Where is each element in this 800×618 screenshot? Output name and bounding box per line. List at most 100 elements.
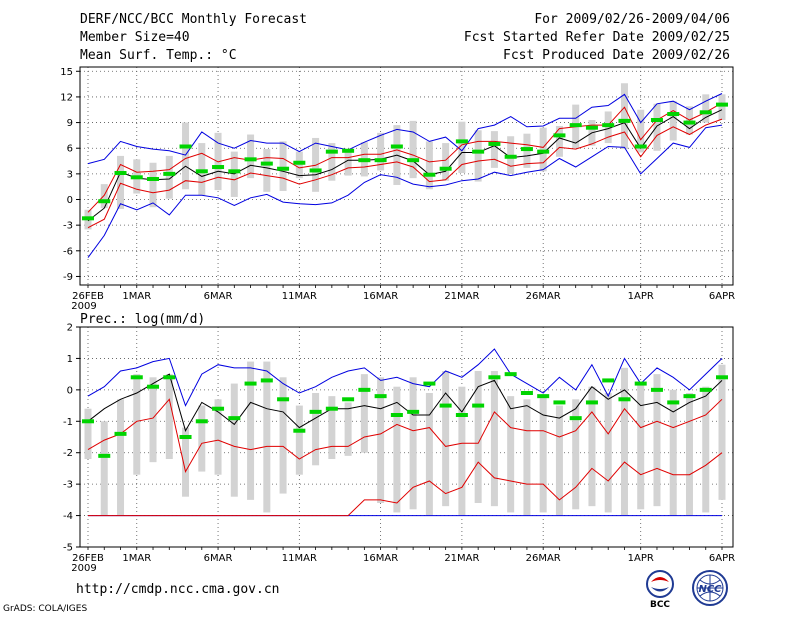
y-tick-label: -2: [63, 448, 73, 459]
mean-marker: [390, 144, 403, 149]
spread-box: [198, 405, 206, 472]
produced-date: Fcst Produced Date 2009/02/26: [503, 48, 730, 63]
mean-marker: [716, 375, 728, 380]
series-upper_std: [87, 102, 723, 213]
series-max: [87, 348, 723, 407]
mean-marker: [488, 141, 501, 146]
bcc-logo-text: BCC: [650, 600, 670, 608]
mean-marker: [537, 394, 550, 399]
mean-marker: [699, 387, 712, 392]
x-tick-label: 21MAR: [444, 553, 479, 564]
forecast-period: For 2009/02/26-2009/04/06: [534, 12, 730, 27]
spread-box: [442, 371, 450, 507]
x-tick-label: 1APR: [628, 291, 654, 302]
series-max: [87, 93, 723, 165]
spread-box: [165, 374, 173, 459]
spread-box: [100, 184, 108, 209]
spread-box: [685, 393, 693, 516]
spread-box: [653, 103, 661, 151]
mean-marker: [520, 147, 533, 152]
spread-box: [669, 389, 677, 516]
mean-marker: [82, 419, 94, 424]
mean-marker: [147, 384, 160, 389]
spread-box: [425, 141, 433, 190]
x-year-label: 2009: [71, 301, 96, 312]
x-tick-label: 26FEB: [72, 553, 104, 564]
spread-box: [409, 120, 417, 179]
mean-marker: [537, 149, 550, 154]
mean-marker: [293, 160, 306, 165]
spread-box: [620, 367, 628, 516]
mean-marker: [358, 158, 371, 163]
ncc-logo-icon: NCC: [692, 570, 728, 606]
spread-box: [165, 155, 173, 199]
mean-marker: [390, 413, 403, 417]
mean-marker: [228, 416, 241, 421]
mean-marker: [683, 120, 696, 125]
mean-marker: [504, 372, 517, 377]
spread-box: [555, 405, 563, 516]
mean-marker: [634, 381, 647, 386]
x-tick-label: 16MAR: [363, 291, 398, 302]
mean-marker: [82, 216, 94, 221]
mean-marker: [618, 397, 631, 402]
mean-marker: [667, 112, 680, 117]
mean-marker: [342, 397, 355, 402]
mean-marker: [212, 406, 225, 411]
spread-box: [344, 402, 352, 456]
mean-marker: [98, 199, 111, 204]
mean-marker: [585, 400, 598, 405]
spread-box: [117, 399, 125, 516]
mean-marker: [212, 165, 225, 170]
spread-box: [247, 361, 255, 500]
mean-marker: [650, 118, 663, 123]
spread-box: [247, 134, 255, 179]
mean-marker: [293, 428, 306, 433]
spread-box: [507, 396, 515, 513]
mean-marker: [244, 157, 257, 162]
x-tick-label: 26MAR: [526, 553, 561, 564]
mean-marker: [667, 400, 680, 405]
mean-marker: [195, 419, 208, 424]
spread-box: [539, 396, 547, 513]
spread-box: [263, 149, 271, 192]
mean-marker: [277, 397, 290, 402]
y-tick-label: 1: [67, 354, 73, 365]
mean-marker: [260, 378, 273, 383]
spread-box: [458, 121, 466, 174]
mean-marker: [585, 125, 598, 130]
mean-marker: [423, 381, 436, 386]
x-tick-label: 21MAR: [444, 291, 479, 302]
mean-marker: [114, 431, 127, 436]
x-tick-label: 6MAR: [204, 291, 233, 302]
precip-title: Prec.: log(mm/d): [80, 312, 205, 327]
spread-box: [409, 377, 417, 510]
spread-box: [458, 386, 466, 516]
mean-marker: [374, 394, 387, 399]
spread-box: [620, 83, 628, 150]
y-tick-label: 15: [60, 67, 73, 78]
mean-marker: [488, 375, 501, 380]
mean-marker: [228, 169, 241, 174]
x-tick-label: 6APR: [709, 553, 735, 564]
x-tick-label: 1MAR: [122, 291, 151, 302]
x-tick-label: 16MAR: [363, 553, 398, 564]
x-tick-label: 26MAR: [526, 291, 561, 302]
mean-marker: [407, 409, 420, 414]
source-url[interactable]: http://cmdp.ncc.cma.gov.cn: [76, 582, 280, 597]
spread-box: [669, 101, 677, 141]
mean-marker: [260, 161, 273, 166]
spread-box: [377, 377, 385, 503]
mean-marker: [634, 144, 647, 149]
mean-marker: [342, 148, 355, 153]
spread-box: [555, 125, 563, 157]
mean-marker: [325, 406, 338, 411]
y-tick-label: 9: [67, 118, 73, 129]
series-std_upper: [87, 398, 723, 473]
mean-marker: [163, 171, 176, 176]
series-min: [87, 124, 723, 258]
spread-box: [702, 386, 710, 513]
y-tick-label: 0: [67, 195, 73, 206]
plot-frame: [79, 66, 734, 286]
